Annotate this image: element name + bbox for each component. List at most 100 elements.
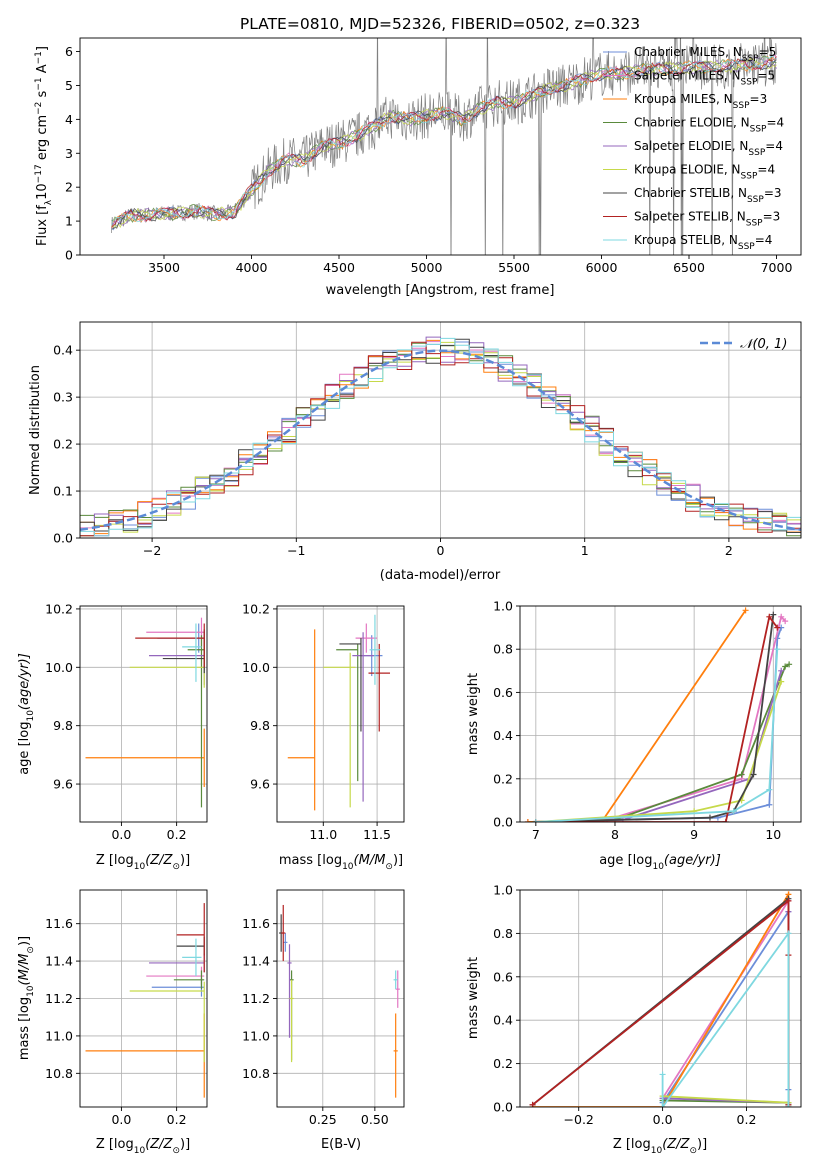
- age-vs-mass-panel: 11.0 11.5 9.6 9.8 10.0 10.2 mass [log10(M/M⊙)]: [242, 601, 405, 872]
- y-axis-label: age [log10(age/yr)]: [17, 653, 36, 775]
- y-tick-label: 11.0: [45, 1028, 73, 1043]
- legend-entry: Salpeter ELODIE, NSSP=4: [634, 139, 783, 158]
- mass-vs-Z-plot-area: [85, 903, 205, 1098]
- histogram-kroupa-stelib: [80, 337, 801, 537]
- y-tick-label: 10.2: [242, 601, 270, 616]
- chart-title: PLATE=0810, MJD=52326, FIBERID=0502, z=0…: [240, 15, 640, 33]
- marker: [786, 661, 793, 668]
- y-tick-label: 9.8: [53, 718, 73, 733]
- marker: [524, 819, 531, 822]
- y-tick-label: 1.0: [493, 883, 513, 898]
- x-axis-label: Z [log10(Z/Z⊙)]: [96, 1137, 190, 1156]
- y-tick-label: 10.2: [45, 601, 73, 616]
- weight-line-salpeter-elodie: [535, 670, 783, 822]
- marker: [774, 624, 781, 631]
- y-tick-label: 10.8: [45, 1066, 73, 1081]
- residuals-plot-area: [80, 336, 801, 537]
- y-axis-label: mass weight: [466, 957, 481, 1039]
- y-tick-label: 2: [65, 180, 73, 195]
- y-tick-label: 0.8: [493, 642, 513, 657]
- x-tick-label: 9: [690, 827, 698, 842]
- legend-entry: Kroupa MILES, NSSP=3: [634, 92, 767, 111]
- spectrum-plot-area: [111, 38, 777, 255]
- y-tick-label: 6: [65, 44, 73, 59]
- y-tick-label: 9.6: [250, 777, 270, 792]
- legend-entry: 𝒩(0, 1): [740, 337, 787, 352]
- x-tick-label: 11.0: [309, 827, 337, 842]
- mass-weight-vs-Z-panel: −0.2 0.0 0.2 0.0 0.2 0.4 0.6 0.8 1.0 Z [log10(Z/Z…: [466, 883, 802, 1156]
- y-tick-label: 4: [65, 112, 73, 127]
- x-tick-label: 0.50: [361, 1112, 389, 1127]
- y-tick-label: 10.0: [242, 660, 270, 675]
- y-tick-label: 11.6: [242, 916, 270, 931]
- mass-weight-vs-age-panel: 7 8 9 10 0.0 0.2 0.4 0.6 0.8 1.0 age [log10(age/yr…: [466, 599, 802, 872]
- weight-line-chabrier-miles: [661, 908, 790, 1107]
- weight-line-chabrier-stelib: [535, 614, 775, 822]
- mass-weight-vs-age-plot-area: [524, 607, 793, 822]
- x-tick-label: 7000: [761, 260, 793, 275]
- y-tick-label: 3: [65, 146, 73, 161]
- legend-entry: Chabrier STELIB, NSSP=3: [634, 186, 782, 205]
- x-tick-label: 2: [725, 543, 733, 558]
- weight-line-salpeter-stelib: [535, 614, 779, 822]
- legend-entry: Kroupa ELODIE, NSSP=4: [634, 163, 775, 182]
- x-tick-label: 0.2: [167, 827, 187, 842]
- x-axis-label: E(B-V): [321, 1137, 361, 1152]
- marker: [766, 613, 773, 620]
- y-tick-label: 10.8: [242, 1066, 270, 1081]
- y-tick-label: 1.0: [493, 599, 513, 614]
- age-vs-Z-panel: 0.0 0.2 9.6 9.8 10.0 10.2 Z [log10(Z/Z⊙)] age […: [17, 601, 208, 872]
- weight-line-salpeter-miles: [527, 614, 786, 822]
- marker: [782, 618, 789, 625]
- marker: [785, 897, 792, 904]
- x-axis-label: (data-model)/error: [380, 568, 501, 583]
- x-tick-label: 6000: [586, 260, 618, 275]
- weight-line-kroupa-stelib: [535, 649, 779, 822]
- y-tick-label: 0.8: [493, 926, 513, 941]
- marker: [782, 663, 789, 670]
- x-tick-label: 7: [532, 827, 540, 842]
- y-tick-label: 11.6: [45, 916, 73, 931]
- y-tick-label: 0.6: [493, 685, 513, 700]
- x-tick-label: 11.5: [363, 827, 391, 842]
- y-tick-label: 0.2: [493, 1056, 513, 1071]
- marker: [770, 611, 777, 618]
- model-spectrum-salpeter-miles: [111, 54, 777, 229]
- mass-vs-EBV-plot-area: [279, 904, 400, 1098]
- x-tick-label: 6500: [673, 260, 705, 275]
- x-tick-label: −1: [287, 543, 305, 558]
- age-vs-Z-plot-area: [85, 617, 205, 808]
- weight-line-kroupa-elodie: [662, 1095, 789, 1104]
- marker: [778, 667, 785, 674]
- x-axis-label: Z [log10(Z/Z⊙)]: [96, 853, 190, 872]
- marker: [778, 613, 785, 620]
- x-tick-label: 8: [611, 827, 619, 842]
- model-spectrum-chabrier-elodie: [111, 55, 777, 223]
- axes-frame: [79, 37, 802, 256]
- axes-frame: [519, 605, 802, 823]
- y-tick-label: 9.6: [53, 777, 73, 792]
- marker: [659, 1071, 666, 1078]
- age-vs-mass-plot-area: [287, 614, 391, 811]
- legend-entry: Salpeter MILES, NSSP=5: [634, 69, 775, 88]
- x-tick-label: 1: [581, 543, 589, 558]
- marker: [706, 814, 713, 821]
- marker: [785, 930, 792, 937]
- weight-line-kroupa-stelib: [661, 930, 790, 1107]
- y-tick-label: 0.0: [493, 815, 513, 830]
- y-tick-label: 0.4: [493, 728, 513, 743]
- y-tick-label: 11.4: [242, 954, 270, 969]
- y-tick-label: 0.2: [53, 437, 73, 452]
- x-axis-label: wavelength [Angstrom, rest frame]: [326, 283, 555, 298]
- axes-frame: [79, 605, 208, 823]
- residuals-panel: −2 −1 0 1 2 0.0 0.1 0.2 0.3 0.4 (data-model)/error…: [28, 321, 802, 583]
- y-axis-label: Flux [fλ10−17 erg cm−2 s−1 A−1]: [34, 46, 54, 246]
- normal-curve: [80, 349, 801, 532]
- model-spectrum-salpeter-stelib: [111, 56, 777, 228]
- y-tick-label: 0.6: [493, 969, 513, 984]
- y-tick-label: 0: [65, 248, 73, 263]
- marker: [766, 801, 773, 808]
- mass-vs-Z-panel: 0.0 0.2 10.8 11.0 11.2 11.4 11.6 Z [log10(Z/Z⊙)…: [17, 889, 208, 1156]
- y-tick-label: 0.1: [53, 484, 73, 499]
- y-axis-label: mass weight: [466, 673, 481, 755]
